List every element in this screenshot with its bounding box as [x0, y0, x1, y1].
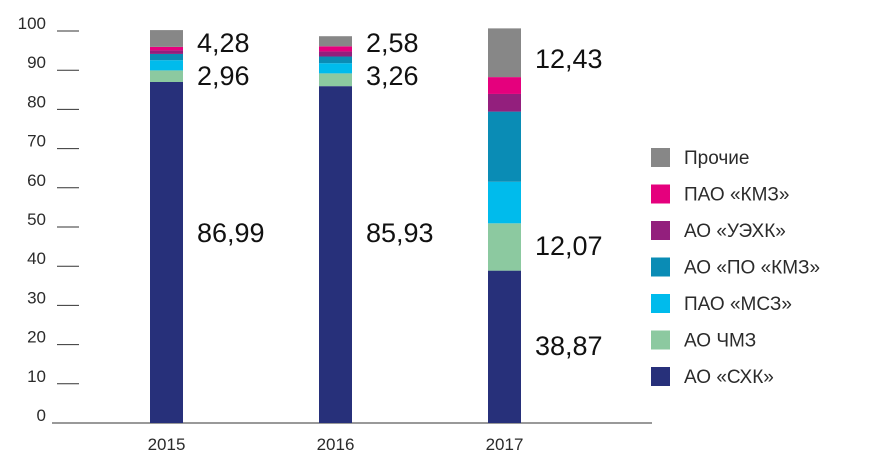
- bar-segment-2016-пао-мсз: [319, 63, 352, 74]
- y-tick-label: 30: [27, 288, 46, 307]
- x-tick-label-2015: 2015: [148, 435, 186, 454]
- data-label-2015-ао-чмз: 2,96: [197, 61, 250, 91]
- bar-segment-2017-ао-уэхк: [488, 93, 521, 112]
- legend-label-ао-уэхк: АО «УЭХК»: [684, 221, 786, 242]
- x-axis: 2015 2016 2017: [148, 435, 524, 454]
- legend-label-пао-кмз: ПАО «КМЗ»: [684, 185, 789, 206]
- bar-segment-2017-пао-мсз: [488, 181, 521, 224]
- data-label-2016-ао-схк: 85,93: [366, 218, 434, 248]
- bar-segment-2015-пао-мсз: [150, 60, 183, 71]
- bar-segment-2016-ао-уэхк: [319, 51, 352, 57]
- data-label-2015-прочие: 4,28: [197, 28, 250, 58]
- y-tick-label: 10: [27, 367, 46, 386]
- bar-segment-2015-ао-по-кмз: [150, 53, 183, 61]
- bar-segment-2016-ао-схк: [319, 86, 352, 423]
- bar-segment-2015-ао-чмз: [150, 70, 183, 82]
- bar-segment-2015-прочие: [150, 30, 183, 47]
- x-tick-label-2016: 2016: [317, 435, 355, 454]
- data-labels: 4,282,96 86,99 2,583,26 85,93 12,43 12,07 38,8…: [197, 28, 603, 361]
- y-tick-label: 20: [27, 328, 46, 347]
- bar-segment-2016-пао-кмз: [319, 46, 352, 52]
- legend-swatch-пао-мсз: [651, 294, 670, 313]
- bar-segment-2017-ао-схк: [488, 270, 521, 423]
- data-label-2015-ао-схк: 86,99: [197, 218, 265, 248]
- bar-segment-2015-пао-кмз: [150, 46, 183, 51]
- y-tick-label: 50: [27, 210, 46, 229]
- y-tick-label: 90: [27, 53, 46, 72]
- bar-segment-2015-ао-схк: [150, 81, 183, 423]
- legend-label-прочие: Прочие: [684, 148, 749, 169]
- bar-segment-2016-ао-по-кмз: [319, 56, 352, 64]
- bar-segment-2017-прочие: [488, 28, 521, 78]
- legend-swatch-ао-чмз: [651, 330, 670, 350]
- y-tick-label: 80: [27, 92, 46, 111]
- legend: Прочие ПАО «КМЗ» АО «УЭХК» АО «ПО «КМЗ» ПАО …: [651, 148, 820, 388]
- legend-swatch-прочие: [651, 148, 670, 167]
- bar-segment-2016-ао-чмз: [319, 73, 352, 87]
- legend-swatch-ао-по-кмз: [651, 257, 670, 277]
- data-label-2017-ао-схк: 38,87: [535, 331, 603, 361]
- y-axis: 0 10 20 30 40 50 60 70 80 90 100: [18, 14, 79, 425]
- x-tick-label-2017: 2017: [486, 435, 524, 454]
- data-label-2016-прочие: 2,58: [366, 28, 419, 58]
- y-tick-label: 0: [37, 406, 46, 425]
- y-tick-label: 70: [27, 132, 46, 151]
- bars: [150, 28, 521, 423]
- data-label-2017-ао-чмз: 12,07: [535, 231, 603, 261]
- legend-label-ао-по-кмз: АО «ПО «КМЗ»: [684, 258, 820, 279]
- bar-segment-2016-прочие: [319, 36, 352, 47]
- legend-swatch-пао-кмз: [651, 184, 670, 204]
- legend-label-ао-чмз: АО ЧМЗ: [684, 331, 756, 352]
- legend-swatch-ао-схк: [651, 367, 670, 386]
- y-tick-label: 100: [18, 14, 46, 33]
- y-tick-label: 40: [27, 249, 46, 268]
- legend-label-ао-схк: АО «СХК»: [684, 367, 774, 388]
- legend-swatch-ао-уэхк: [651, 221, 670, 240]
- bar-segment-2017-ао-чмз: [488, 223, 521, 271]
- legend-label-пао-мсз: ПАО «МСЗ»: [684, 294, 792, 315]
- bar-segment-2017-ао-по-кмз: [488, 111, 521, 182]
- bar-segment-2015-ао-уэхк: [150, 50, 183, 54]
- data-label-2017-прочие: 12,43: [535, 44, 603, 74]
- bar-segment-2017-пао-кмз: [488, 77, 521, 94]
- y-tick-label: 60: [27, 171, 46, 190]
- data-label-2016-ао-чмз: 3,26: [366, 61, 419, 91]
